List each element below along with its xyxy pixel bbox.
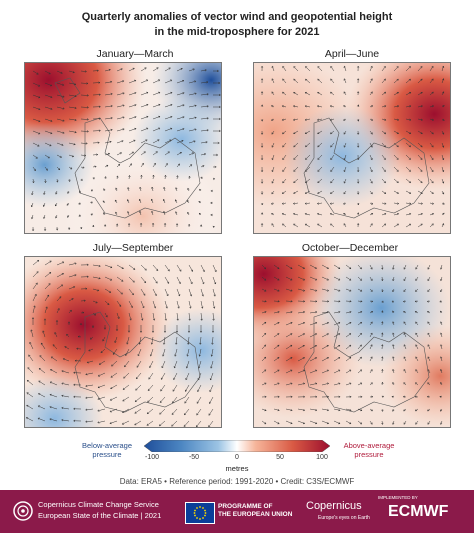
eu-text-line-1: PROGRAMME OF: [218, 503, 273, 510]
map-jul-sep: [24, 256, 222, 428]
below-average-label: Below-average pressure: [81, 441, 133, 459]
colorbar: [144, 440, 330, 452]
map-jan-mar: [24, 62, 222, 234]
panel-title-jul-sep: July—September: [92, 242, 174, 254]
panel-title-jan-mar: January—March: [96, 48, 174, 60]
title-line-2: in the mid-troposphere for 2021: [154, 26, 320, 38]
copernicus-c3s-logo-icon: [13, 501, 33, 521]
panel-title-oct-dec: October—December: [301, 242, 399, 254]
panel-title-apr-jun: April—June: [324, 48, 380, 60]
map-oct-dec: [253, 256, 451, 428]
wind-vectors: [260, 65, 445, 228]
c3s-name: Copernicus Climate Change Service: [38, 500, 159, 509]
tick-minus-50: -50: [188, 454, 200, 461]
above-average-label: Above-average pressure: [343, 441, 395, 459]
escs-name: European State of the Climate | 2021: [38, 511, 162, 520]
wind-vectors: [261, 264, 443, 425]
credit-line: Data: ERA5 • Reference period: 1991-2020…: [119, 477, 355, 486]
eu-text-line-2: THE EUROPEAN UNION: [218, 511, 293, 518]
tick-50: 50: [276, 454, 284, 461]
ecmwf-logo: ECMWF: [388, 503, 449, 520]
tick-100: 100: [316, 454, 328, 461]
figure-title: Quarterly anomalies of vector wind and g…: [0, 10, 474, 40]
map-apr-jun: [253, 62, 451, 234]
wind-vectors: [26, 259, 217, 427]
eu-programme-text: PROGRAMME OF THE EUROPEAN UNION: [218, 503, 292, 519]
wind-vectors: [30, 67, 221, 232]
tick-0: 0: [235, 454, 239, 461]
footer-bar: Copernicus Climate Change Service Europe…: [0, 490, 474, 533]
copernicus-tagline: Europe's eyes on Earth: [318, 515, 370, 521]
eu-flag-icon: [185, 502, 215, 524]
copernicus-wordmark: Copernicus: [306, 500, 362, 512]
implemented-by-label: IMPLEMENTED BY: [378, 495, 418, 500]
title-line-1: Quarterly anomalies of vector wind and g…: [81, 11, 393, 23]
tick-minus-100: -100: [144, 454, 160, 461]
units-label: metres: [225, 464, 249, 473]
